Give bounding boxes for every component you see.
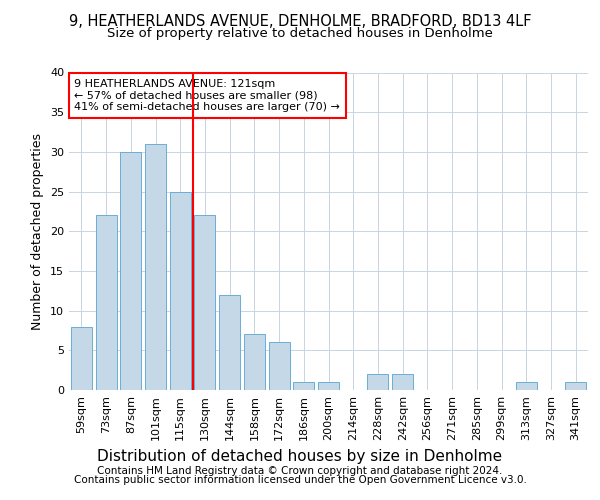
Bar	[71, 326, 92, 390]
Bar	[392, 374, 413, 390]
Bar	[194, 216, 215, 390]
Y-axis label: Number of detached properties: Number of detached properties	[31, 132, 44, 330]
Text: Contains public sector information licensed under the Open Government Licence v3: Contains public sector information licen…	[74, 475, 526, 485]
Text: Size of property relative to detached houses in Denholme: Size of property relative to detached ho…	[107, 28, 493, 40]
Bar	[95, 216, 116, 390]
Bar	[170, 192, 191, 390]
Bar	[565, 382, 586, 390]
Bar	[244, 334, 265, 390]
Bar	[318, 382, 339, 390]
Text: 9, HEATHERLANDS AVENUE, DENHOLME, BRADFORD, BD13 4LF: 9, HEATHERLANDS AVENUE, DENHOLME, BRADFO…	[69, 14, 531, 29]
Text: 9 HEATHERLANDS AVENUE: 121sqm
← 57% of detached houses are smaller (98)
41% of s: 9 HEATHERLANDS AVENUE: 121sqm ← 57% of d…	[74, 79, 340, 112]
Bar	[516, 382, 537, 390]
Text: Contains HM Land Registry data © Crown copyright and database right 2024.: Contains HM Land Registry data © Crown c…	[97, 466, 503, 476]
Bar	[145, 144, 166, 390]
Bar	[219, 294, 240, 390]
Bar	[269, 342, 290, 390]
Bar	[293, 382, 314, 390]
Bar	[120, 152, 141, 390]
Bar	[367, 374, 388, 390]
Text: Distribution of detached houses by size in Denholme: Distribution of detached houses by size …	[97, 449, 503, 464]
